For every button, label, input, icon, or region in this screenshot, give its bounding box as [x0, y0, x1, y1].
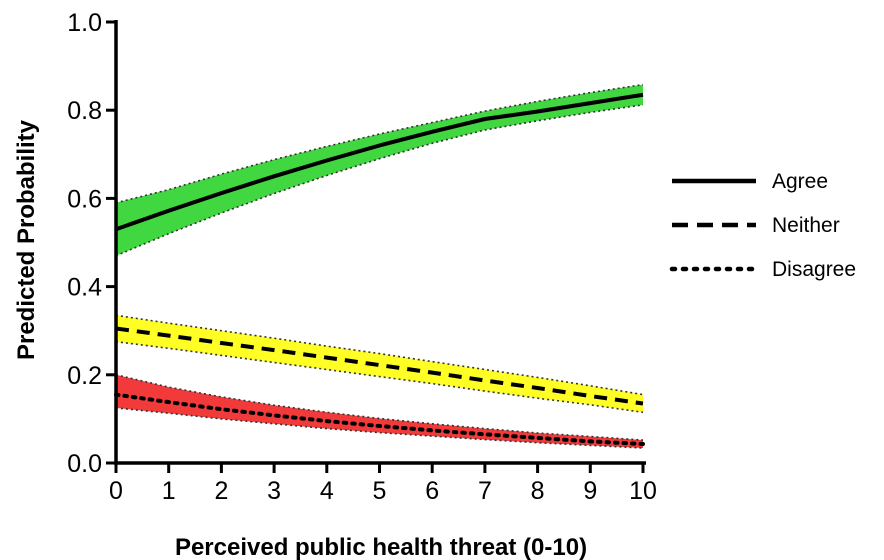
- x-tick-label: 6: [425, 477, 439, 505]
- x-tick-label: 2: [214, 477, 228, 505]
- band-lower-disagree: [115, 407, 644, 449]
- y-ticks: 0.0 0.2 0.4 0.6 0.8 1.0: [67, 9, 116, 478]
- x-tick-label: 1: [162, 477, 176, 505]
- band-agree: [116, 84, 643, 256]
- y-tick-label: 0.0: [67, 450, 102, 478]
- x-tick-label: 7: [478, 477, 492, 505]
- legend-label-neither: Neither: [772, 214, 840, 237]
- x-tick-label: 3: [267, 477, 281, 505]
- legend: Agree Neither Disagree: [669, 170, 856, 281]
- y-tick-label: 0.6: [67, 185, 102, 213]
- y-axis-title: Predicted Probability: [13, 119, 40, 360]
- band-lower-agree: [115, 104, 644, 257]
- x-tick-label: 5: [373, 477, 387, 505]
- series-lines: [114, 92, 645, 446]
- series-line-agree: [115, 92, 644, 232]
- x-ticks: 0 1 2 3 4 5 6 7 8 9 10: [109, 463, 657, 505]
- y-tick-label: 0.2: [67, 362, 102, 390]
- band-upper-agree: [115, 83, 644, 204]
- band-neither: [116, 315, 643, 413]
- x-tick-label: 4: [320, 477, 334, 505]
- x-tick-label: 9: [583, 477, 597, 505]
- band-lower-neither: [115, 340, 644, 414]
- legend-label-disagree: Disagree: [772, 258, 856, 281]
- legend-label-agree: Agree: [772, 170, 828, 193]
- series-line-disagree: [114, 392, 645, 446]
- x-tick-label: 10: [629, 477, 657, 505]
- y-tick-label: 1.0: [67, 9, 102, 37]
- band-upper-neither: [115, 314, 644, 396]
- series-line-neither: [115, 326, 644, 406]
- x-tick-label: 8: [531, 477, 545, 505]
- x-tick-label: 0: [109, 477, 123, 505]
- y-tick-label: 0.8: [67, 97, 102, 125]
- x-axis-title: Perceived public health threat (0-10): [175, 534, 587, 560]
- y-tick-label: 0.4: [67, 274, 102, 302]
